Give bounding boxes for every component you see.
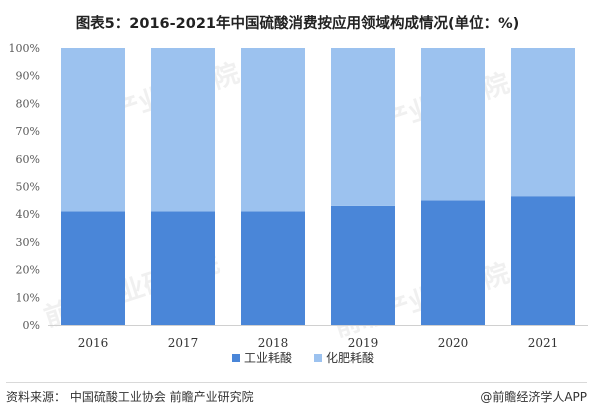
y-tick-label: 20% <box>16 264 40 277</box>
footer: 资料来源： 中国硫酸工业协会 前瞻产业研究院 @前瞻经济学人APP <box>6 382 587 405</box>
y-tick-label: 50% <box>16 181 40 194</box>
x-tick-label: 2016 <box>78 336 109 350</box>
legend-label: 工业耗酸 <box>244 350 292 365</box>
y-tick-label: 60% <box>16 153 40 166</box>
bar-segment-industrial <box>151 211 215 325</box>
x-tick-label: 2018 <box>258 336 289 350</box>
bar-segment-fertilizer <box>421 48 485 201</box>
y-tick-label: 0% <box>23 319 40 332</box>
bar-segment-fertilizer <box>241 48 305 212</box>
credit-note: @前瞻经济学人APP <box>480 390 587 404</box>
x-tick-label: 2019 <box>348 336 379 350</box>
x-tick-label: 2020 <box>438 336 469 350</box>
y-tick-label: 80% <box>16 97 40 110</box>
bar-segment-fertilizer <box>331 48 395 206</box>
bar-segment-industrial <box>241 211 305 325</box>
chart-title: 图表5：2016-2021年中国硫酸消费按应用领域构成情况(单位：%) <box>75 16 520 32</box>
bar-segment-industrial <box>61 211 125 325</box>
legend-swatch <box>232 354 240 362</box>
bar-segment-industrial <box>331 205 395 325</box>
source-note: 资料来源： 中国硫酸工业协会 前瞻产业研究院 <box>6 390 254 404</box>
bar-segment-fertilizer <box>511 48 575 197</box>
y-tick-label: 70% <box>16 125 40 138</box>
bar-segment-industrial <box>511 196 575 325</box>
y-tick-label: 90% <box>16 70 40 83</box>
y-tick-label: 100% <box>9 42 40 55</box>
bar-segment-fertilizer <box>151 48 215 212</box>
bar-segment-fertilizer <box>61 48 125 212</box>
bar-segment-industrial <box>421 200 485 325</box>
x-tick-label: 2017 <box>168 336 199 350</box>
y-tick-label: 30% <box>16 236 40 249</box>
legend-swatch <box>314 354 322 362</box>
footer-divider <box>6 382 587 383</box>
legend-label: 化肥耗酸 <box>326 350 374 365</box>
y-tick-label: 40% <box>16 208 40 221</box>
y-tick-label: 10% <box>16 291 40 304</box>
x-tick-label: 2021 <box>528 336 559 350</box>
